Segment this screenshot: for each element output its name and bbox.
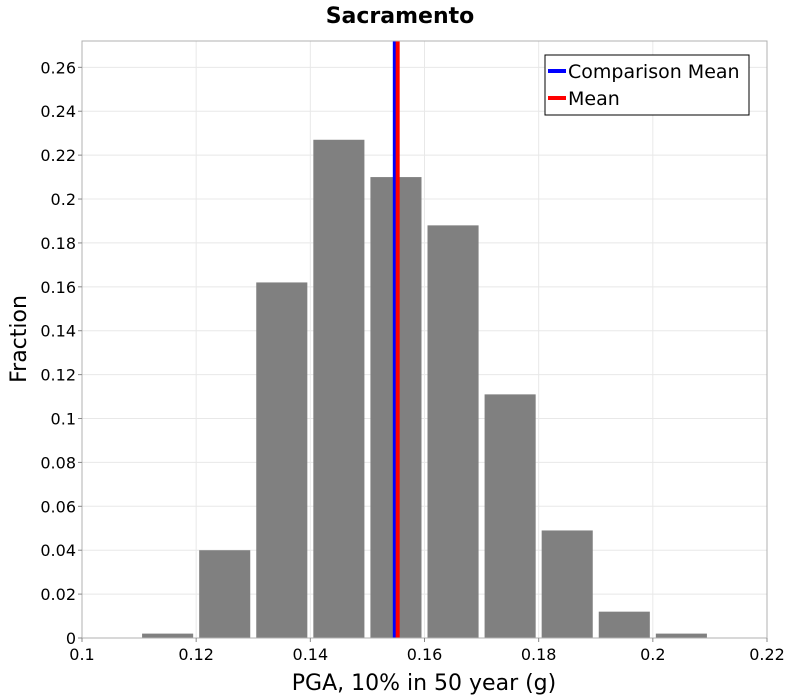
histogram-bar [598, 611, 650, 638]
y-tick-label: 0.02 [40, 585, 76, 604]
histogram-bar [541, 530, 593, 638]
x-tick-label: 0.2 [640, 645, 665, 664]
y-axis-ticks: 0 0.02 0.04 0.06 0.08 0.1 0.12 0.14 0.16 0.18 0.2 0… [40, 58, 82, 648]
y-tick-label: 0.14 [40, 322, 76, 341]
y-tick-label: 0.16 [40, 278, 76, 297]
y-tick-label: 0.04 [40, 541, 76, 560]
y-tick-label: 0 [66, 629, 76, 648]
x-tick-label: 0.1 [69, 645, 94, 664]
histogram-bar [256, 282, 308, 638]
histogram-bar [199, 550, 251, 638]
x-tick-label: 0.16 [407, 645, 443, 664]
x-tick-label: 0.22 [749, 645, 785, 664]
grid [81, 41, 768, 639]
y-tick-label: 0.1 [51, 410, 76, 429]
bars [142, 139, 707, 639]
legend-label-mean: Mean [568, 88, 620, 110]
y-tick-label: 0.22 [40, 146, 76, 165]
histogram-bar [427, 225, 479, 638]
chart-title: Sacramento [326, 4, 475, 29]
histogram-bar [655, 633, 707, 638]
y-tick-label: 0.08 [40, 453, 76, 472]
legend-label-comparison-mean: Comparison Mean [568, 61, 740, 83]
x-tick-label: 0.12 [178, 645, 214, 664]
y-tick-label: 0.06 [40, 497, 76, 516]
y-tick-label: 0.12 [40, 366, 76, 385]
y-tick-label: 0.18 [40, 234, 76, 253]
histogram-bar [484, 394, 536, 638]
x-tick-label: 0.18 [521, 645, 557, 664]
histogram-bar [313, 139, 365, 639]
histogram-bar [142, 633, 194, 638]
y-tick-label: 0.2 [51, 190, 76, 209]
x-axis-label: PGA, 10% in 50 year (g) [292, 671, 556, 696]
y-tick-label: 0.24 [40, 102, 76, 121]
mean-lines [392, 41, 400, 638]
legend: Comparison Mean Mean [544, 54, 750, 116]
y-axis-label: Fraction [7, 295, 32, 383]
x-axis-ticks: 0.1 0.12 0.14 0.16 0.18 0.2 0.22 [69, 638, 785, 664]
y-tick-label: 0.26 [40, 58, 76, 77]
legend-box [544, 54, 750, 116]
x-tick-label: 0.14 [293, 645, 329, 664]
